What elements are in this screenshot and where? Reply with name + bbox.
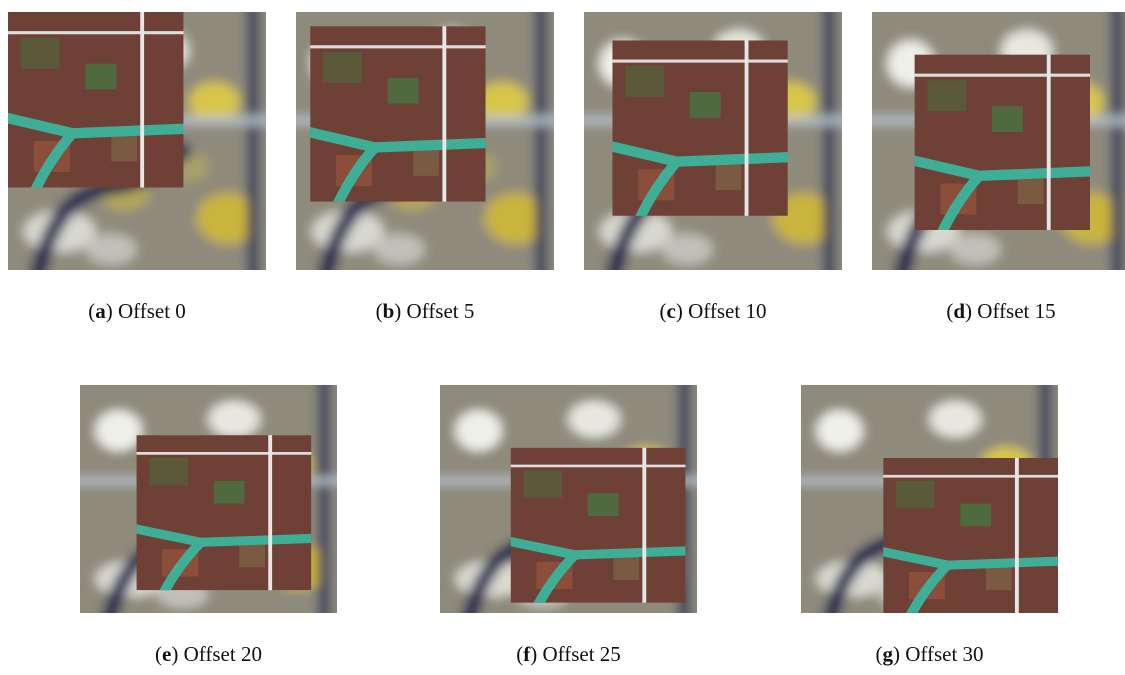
sharp-inset [8, 12, 201, 205]
paren: ) [530, 642, 537, 666]
panel-letter: a [95, 299, 106, 323]
blob [930, 401, 981, 437]
blob [949, 234, 1001, 265]
paren: ( [376, 299, 383, 323]
field [613, 557, 639, 580]
field [986, 567, 1012, 590]
field [21, 38, 60, 69]
caption: (b) Offset 5 [376, 299, 475, 324]
satellite-image [872, 12, 1125, 270]
caption: (a) Offset 0 [88, 299, 186, 324]
satellite-image [296, 12, 554, 270]
caption-text: Offset 10 [688, 299, 766, 323]
blob [209, 401, 260, 437]
panel-letter: d [953, 299, 965, 323]
paren: ) [676, 299, 683, 323]
sharp-inset [498, 436, 697, 613]
paren: ) [965, 299, 972, 323]
satellite-image [80, 385, 337, 613]
paren: ) [394, 299, 401, 323]
field [960, 504, 991, 527]
sharp-inset [124, 424, 330, 606]
blob [816, 410, 862, 451]
paren: ) [893, 642, 900, 666]
caption: (g) Offset 30 [875, 642, 983, 667]
paren: ( [155, 642, 162, 666]
sharp-inset [297, 13, 503, 219]
caption-text: Offset 15 [977, 299, 1055, 323]
field [388, 78, 419, 104]
panel-letter: f [523, 642, 530, 666]
field [927, 80, 966, 111]
sharp-inset [599, 27, 805, 233]
paren: ( [660, 299, 667, 323]
caption: (e) Offset 20 [155, 642, 262, 667]
blob [661, 234, 713, 265]
panel-letter: c [667, 299, 676, 323]
field [716, 164, 742, 190]
field [690, 92, 721, 118]
panel-letter: e [162, 642, 171, 666]
satellite-image [801, 385, 1058, 613]
blob [373, 234, 425, 265]
field [149, 458, 188, 485]
paren: ( [946, 299, 953, 323]
paren: ( [516, 642, 523, 666]
caption: (f) Offset 25 [516, 642, 621, 667]
field [1018, 178, 1044, 204]
satellite-image [584, 12, 842, 270]
field [992, 106, 1023, 132]
blob [455, 410, 501, 451]
field [896, 481, 935, 508]
caption-text: Offset 5 [407, 299, 475, 323]
blob [569, 401, 620, 437]
panel-letter: b [383, 299, 395, 323]
field [413, 150, 439, 176]
field [588, 493, 619, 516]
satellite-image [8, 12, 266, 270]
sharp-inset [902, 42, 1108, 248]
satellite-image [440, 385, 697, 613]
sharp-inset [870, 447, 1058, 613]
blob [95, 410, 141, 451]
field [323, 52, 362, 83]
field [85, 64, 116, 90]
caption-text: Offset 25 [542, 642, 620, 666]
field [111, 136, 137, 162]
paren: ) [106, 299, 113, 323]
paren: ( [88, 299, 95, 323]
blob [85, 234, 137, 265]
caption-text: Offset 0 [118, 299, 186, 323]
paren: ( [875, 642, 882, 666]
caption: (c) Offset 10 [660, 299, 767, 324]
field [524, 471, 563, 498]
caption-text: Offset 30 [905, 642, 983, 666]
field [214, 481, 245, 504]
figure: (a) Offset 0(b) Offset 5(c) Offset 10(d)… [0, 0, 1125, 675]
field [239, 545, 265, 568]
panel-letter: g [882, 642, 893, 666]
field [625, 66, 664, 97]
caption-text: Offset 20 [184, 642, 262, 666]
caption: (d) Offset 15 [946, 299, 1055, 324]
paren: ) [171, 642, 178, 666]
